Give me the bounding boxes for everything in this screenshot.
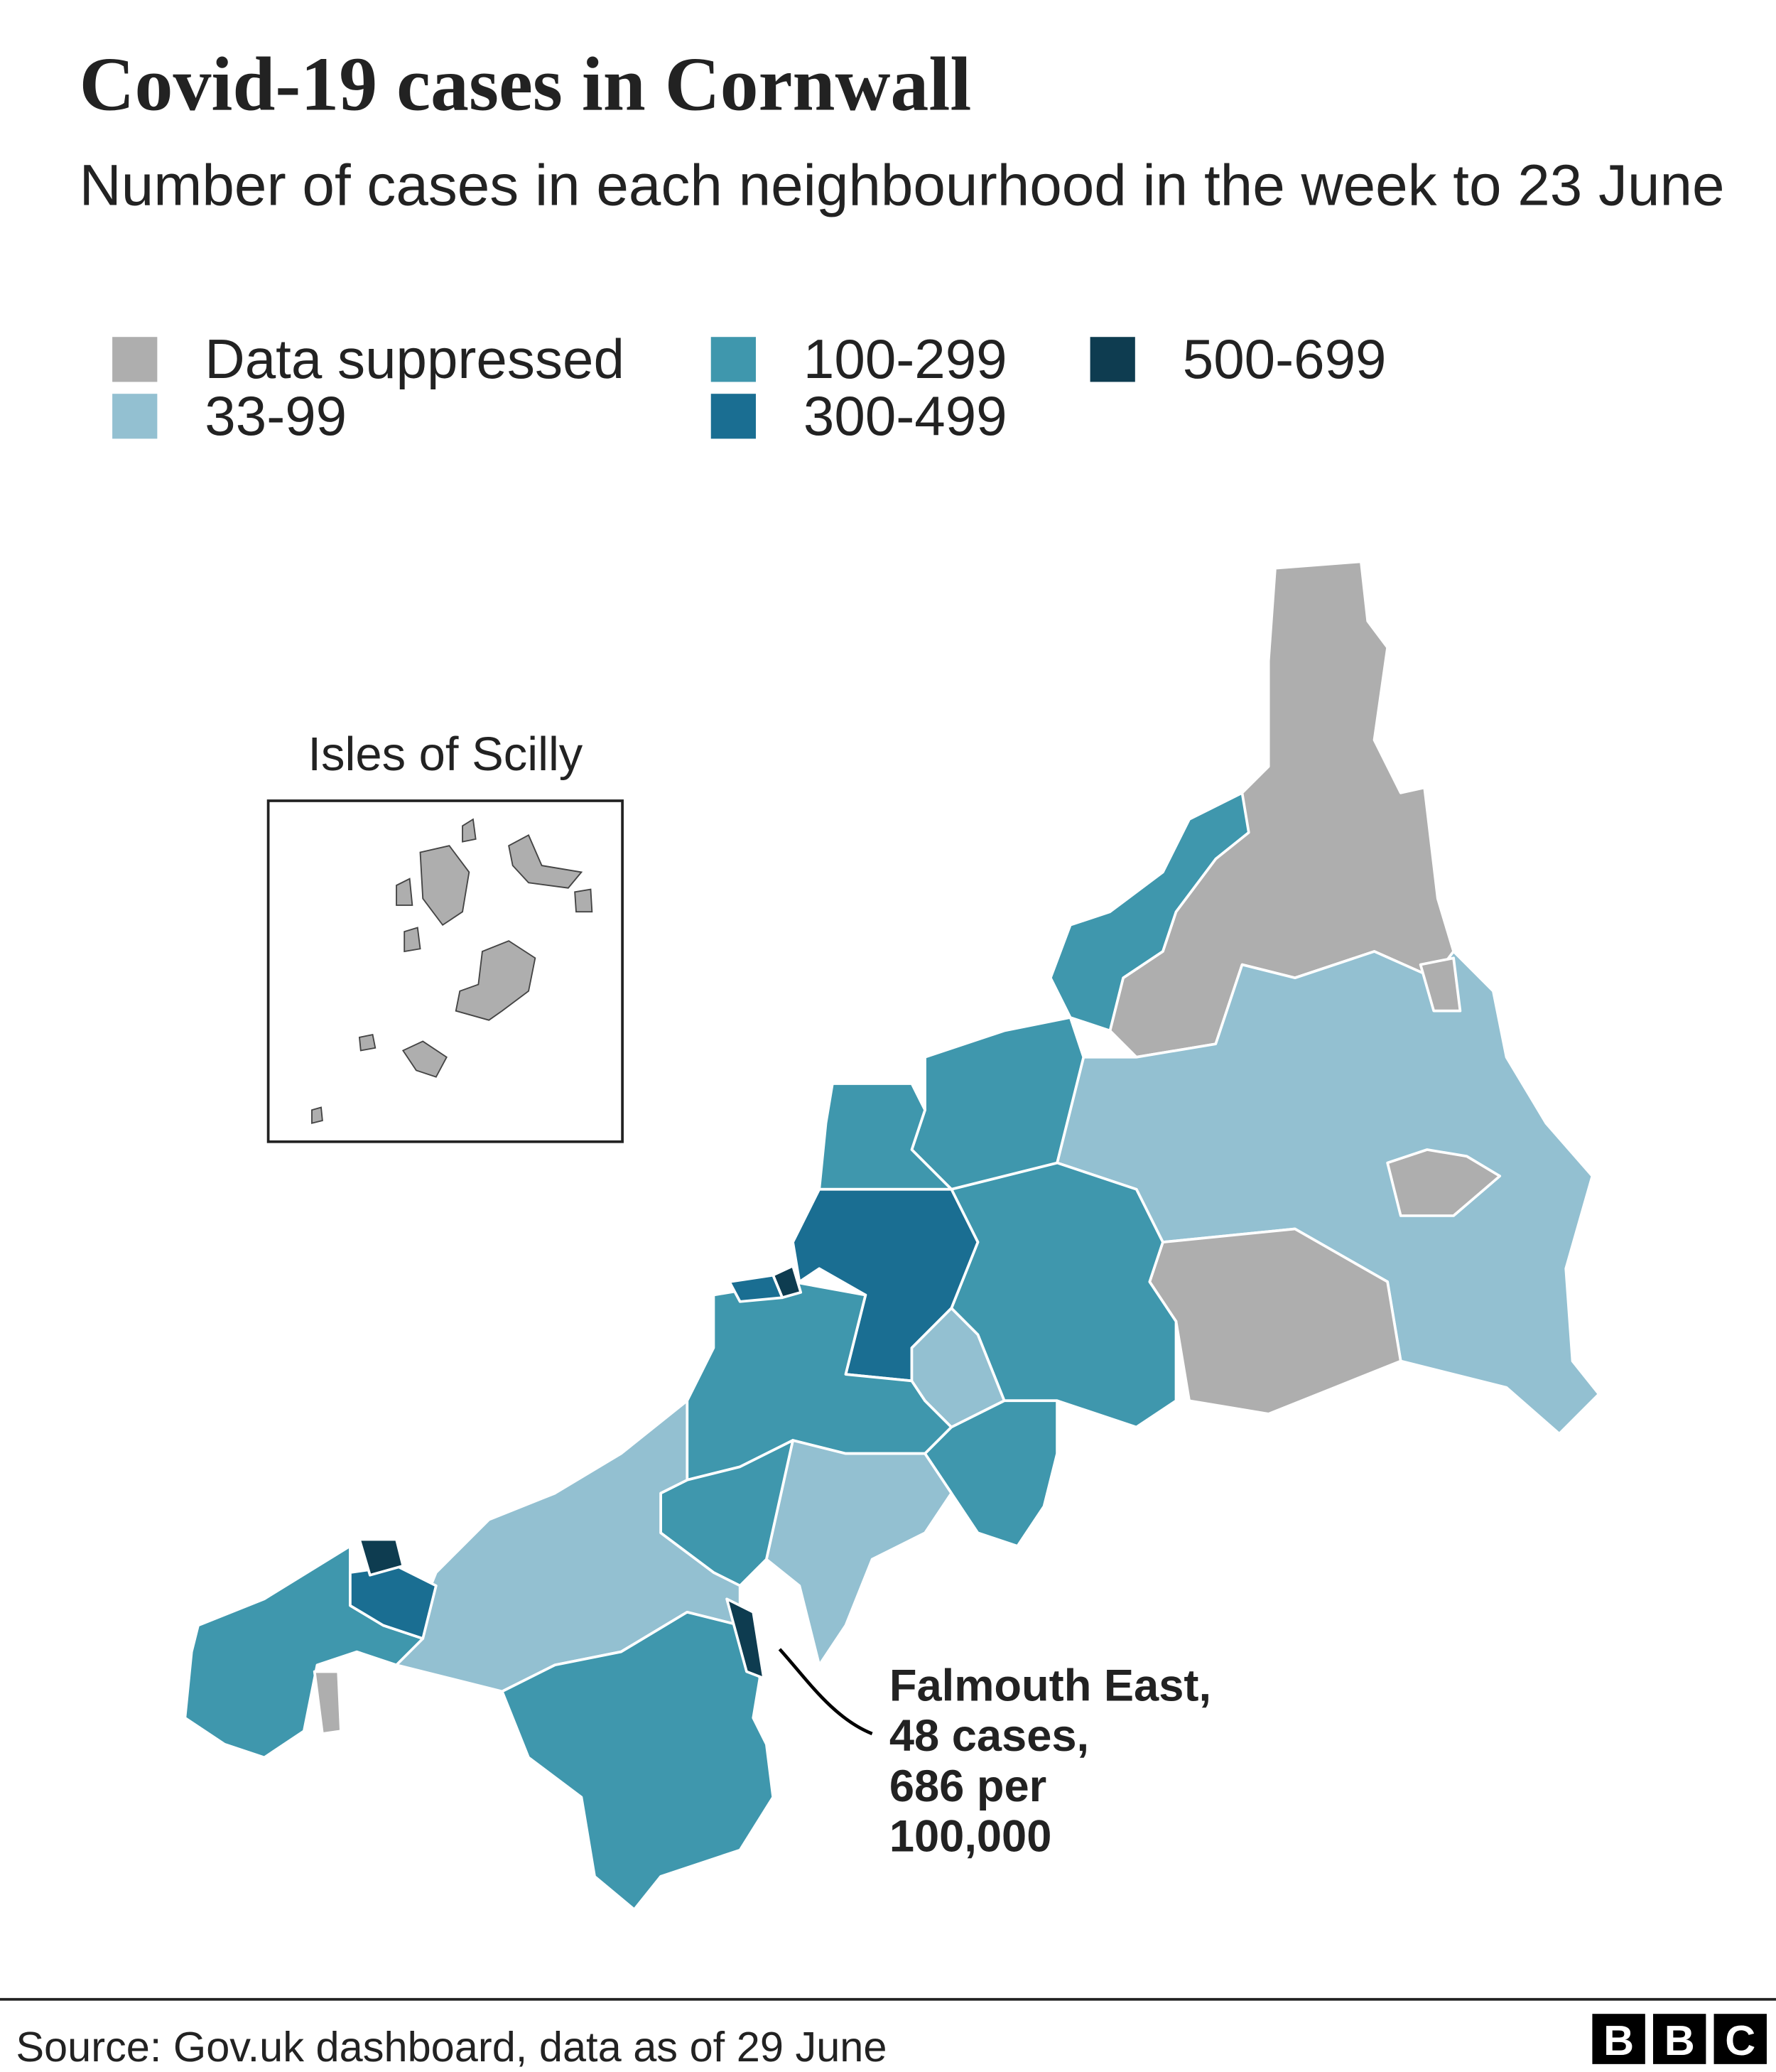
region	[1419, 956, 1462, 1013]
legend-swatch	[112, 394, 158, 439]
island	[419, 845, 470, 927]
legend-swatch	[1090, 337, 1135, 382]
region	[818, 1082, 953, 1191]
legend-label: 300-499	[803, 384, 1007, 447]
isles-of-scilly	[311, 818, 593, 1124]
legend: Data suppressed 100-299 500-699 33-99 300-49…	[112, 328, 1386, 447]
inset-frame	[266, 799, 624, 1143]
region	[358, 1538, 405, 1577]
region	[727, 1273, 784, 1303]
logo-box	[1652, 2014, 1706, 2064]
legend-label: 100-299	[803, 328, 1007, 390]
island	[396, 878, 413, 906]
logo-letter: B	[1603, 2017, 1634, 2064]
island	[401, 1040, 448, 1078]
region	[725, 1597, 765, 1680]
legend-swatch	[112, 337, 158, 382]
island	[508, 834, 583, 889]
annotation-line: 48 cases,	[889, 1711, 1089, 1761]
title: Covid-19 cases in Cornwall	[79, 41, 972, 127]
island	[358, 1034, 377, 1052]
region	[910, 1016, 1085, 1191]
inset-label: Isles of Scilly	[308, 728, 583, 781]
logo-box	[1592, 2014, 1645, 2064]
logo-letter: C	[1725, 2017, 1755, 2064]
subtitle: Number of cases in each neighbourhood in…	[79, 153, 1725, 218]
annotation-line: 686 per	[889, 1761, 1046, 1811]
region	[764, 1439, 953, 1667]
annotation-line: 100,000	[889, 1811, 1052, 1861]
region	[313, 1670, 342, 1735]
legend-swatch	[710, 337, 756, 382]
region	[500, 1610, 775, 1911]
legend-swatch	[710, 394, 756, 439]
island	[455, 940, 536, 1021]
island	[311, 1106, 323, 1124]
legend-label: Data suppressed	[205, 328, 624, 390]
logo-box	[1713, 2014, 1767, 2064]
legend-label: 33-99	[205, 384, 347, 447]
region	[1049, 791, 1250, 1032]
legend-label: 500-699	[1183, 328, 1387, 390]
logo-letter: B	[1664, 2017, 1695, 2064]
source: Source: Gov.uk dashboard, data as of 29 …	[16, 2023, 887, 2071]
region	[1386, 1148, 1502, 1217]
annotation-line: Falmouth East,	[889, 1661, 1211, 1710]
annotation-pointer	[778, 1648, 873, 1736]
island	[404, 927, 421, 953]
island	[462, 818, 477, 843]
island	[574, 888, 593, 913]
region	[183, 1544, 425, 1759]
cornwall-map	[183, 560, 1601, 1911]
